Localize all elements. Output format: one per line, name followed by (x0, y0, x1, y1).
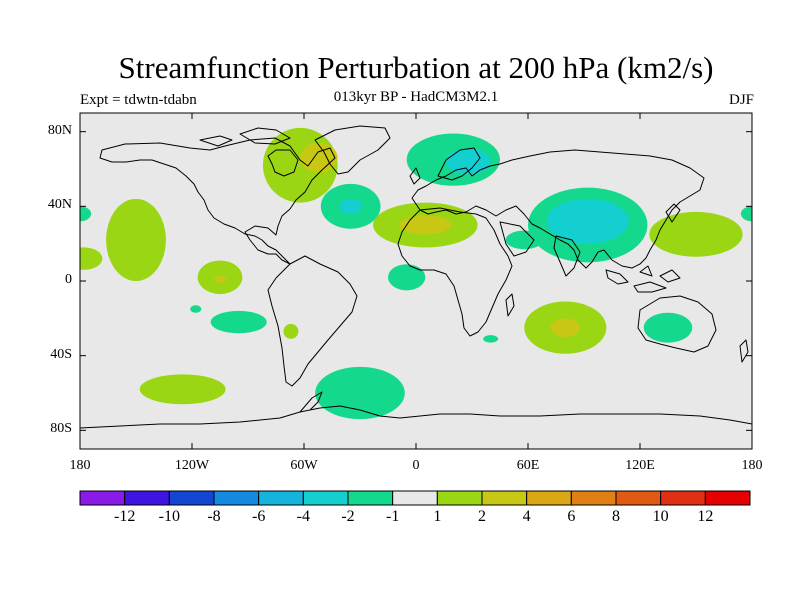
coastline-antarctica (80, 405, 752, 429)
anomaly-indian-ocean-core (550, 318, 581, 337)
colorbar-label-1: -10 (158, 508, 180, 525)
colorbar-swatch-8 (436, 490, 483, 506)
anomaly-northeast-pacific (106, 198, 166, 281)
coastline-north-america (99, 137, 336, 265)
coastline-eurasia (411, 149, 705, 269)
colorbar-swatch-3 (213, 490, 260, 506)
lon-label-2: 60W (290, 458, 318, 473)
lon-label-6: 180 (741, 458, 763, 473)
coastline-greenland (314, 125, 391, 175)
colorbar-label-5: -2 (341, 508, 355, 525)
colorbar-swatch-14 (704, 490, 751, 506)
colorbar-swatch-6 (347, 490, 394, 506)
colorbar-swatch-10 (526, 490, 572, 506)
plot-subtitle: 013kyr BP - HadCM3M2.1 (333, 89, 499, 105)
colorbar-label-2: -8 (207, 508, 221, 525)
coastline-australia (637, 295, 717, 353)
lon-label-4: 60E (516, 458, 540, 473)
colorbar-swatch-0 (79, 490, 126, 506)
colorbar-label-9: 4 (522, 508, 531, 525)
coastline-madagascar (505, 293, 515, 317)
anomaly-gulf-of-guinea (388, 264, 426, 291)
lat-label-80N: 80N (47, 122, 72, 138)
colorbar-label-13: 12 (697, 508, 714, 525)
colorbar-label-4: -4 (296, 508, 310, 525)
colorbar-label-8: 2 (478, 508, 486, 525)
lat-label-40S: 40S (50, 346, 72, 362)
anomaly-south-pacific-small (190, 305, 202, 313)
colorbar-label-12: 10 (652, 508, 669, 525)
anomaly-australia-east (643, 312, 693, 343)
lon-label-1: 120W (174, 458, 210, 473)
colorbar-label-3: -6 (251, 508, 266, 525)
map-ticks (79, 113, 753, 449)
anomaly-date-line-east (740, 206, 752, 222)
anomaly-north-atlantic-canada-core (300, 142, 338, 173)
colorbar-swatch-4 (258, 490, 304, 506)
coastline-india (553, 235, 581, 277)
coastline-antarctic-peninsula (299, 391, 323, 413)
experiment-label: Expt = tdwtn-tdabn (80, 92, 197, 108)
plot-title: Streamfunction Perturbation at 200 hPa (… (118, 50, 714, 85)
anomaly-layer (80, 127, 752, 420)
season-label: DJF (728, 92, 754, 108)
coastlines (80, 125, 752, 429)
colorbar-swatch-2 (168, 490, 215, 506)
anomaly-date-line-tropics (80, 247, 103, 270)
coastline-hudson-bay (267, 149, 299, 177)
coastline-arabia (499, 221, 535, 257)
anomaly-south-america (283, 323, 299, 339)
colorbar-swatch-5 (302, 490, 349, 506)
lat-label-0: 0 (65, 272, 72, 287)
lat-label-40N: 40N (47, 197, 72, 213)
anomaly-north-atlantic-mid-core (339, 198, 362, 214)
anomaly-arabia (505, 230, 543, 250)
colorbar (79, 490, 751, 506)
lon-label-3: 0 (412, 458, 420, 473)
anomaly-south-africa (483, 335, 499, 343)
anomaly-scandinavia-core (445, 148, 491, 175)
coastline-british-isles (409, 167, 421, 185)
coastline-japan (665, 203, 681, 223)
coastline-africa (397, 207, 513, 337)
colorbar-swatch-12 (615, 490, 662, 506)
anomaly-west-pacific (649, 211, 743, 257)
colorbar-swatch-1 (124, 490, 170, 506)
colorbar-swatch-7 (392, 490, 438, 506)
lon-label-0: 180 (69, 458, 91, 473)
anomaly-east-pacific-tropics-core (214, 275, 226, 283)
anomaly-southern-ocean-pacific (139, 374, 226, 405)
coastline-indonesia (605, 265, 681, 293)
colorbar-swatch-13 (660, 490, 706, 506)
anomaly-southern-ocean-atlantic (315, 366, 405, 420)
colorbar-label-7: 1 (433, 508, 442, 525)
anomaly-date-line-west (80, 206, 92, 222)
colorbar-swatch-11 (570, 490, 617, 506)
anomaly-mediterranean-sahara-core (399, 215, 452, 235)
anomaly-southeast-pacific (210, 310, 267, 334)
coastline-south-america (267, 255, 358, 387)
colorbar-label-11: 8 (612, 508, 620, 525)
anomaly-tibet-china-core (546, 198, 629, 244)
lat-label-80S: 80S (50, 421, 72, 437)
coastline-arctic-islands (199, 127, 291, 147)
lon-label-5: 120E (625, 458, 655, 473)
coastline-scandinavia (437, 147, 481, 181)
colorbar-label-0: -12 (113, 508, 136, 525)
colorbar-label-6: -1 (385, 508, 400, 525)
coastline-new-zealand (739, 339, 749, 363)
colorbar-swatch-9 (481, 490, 528, 506)
colorbar-label-10: 6 (567, 508, 576, 525)
